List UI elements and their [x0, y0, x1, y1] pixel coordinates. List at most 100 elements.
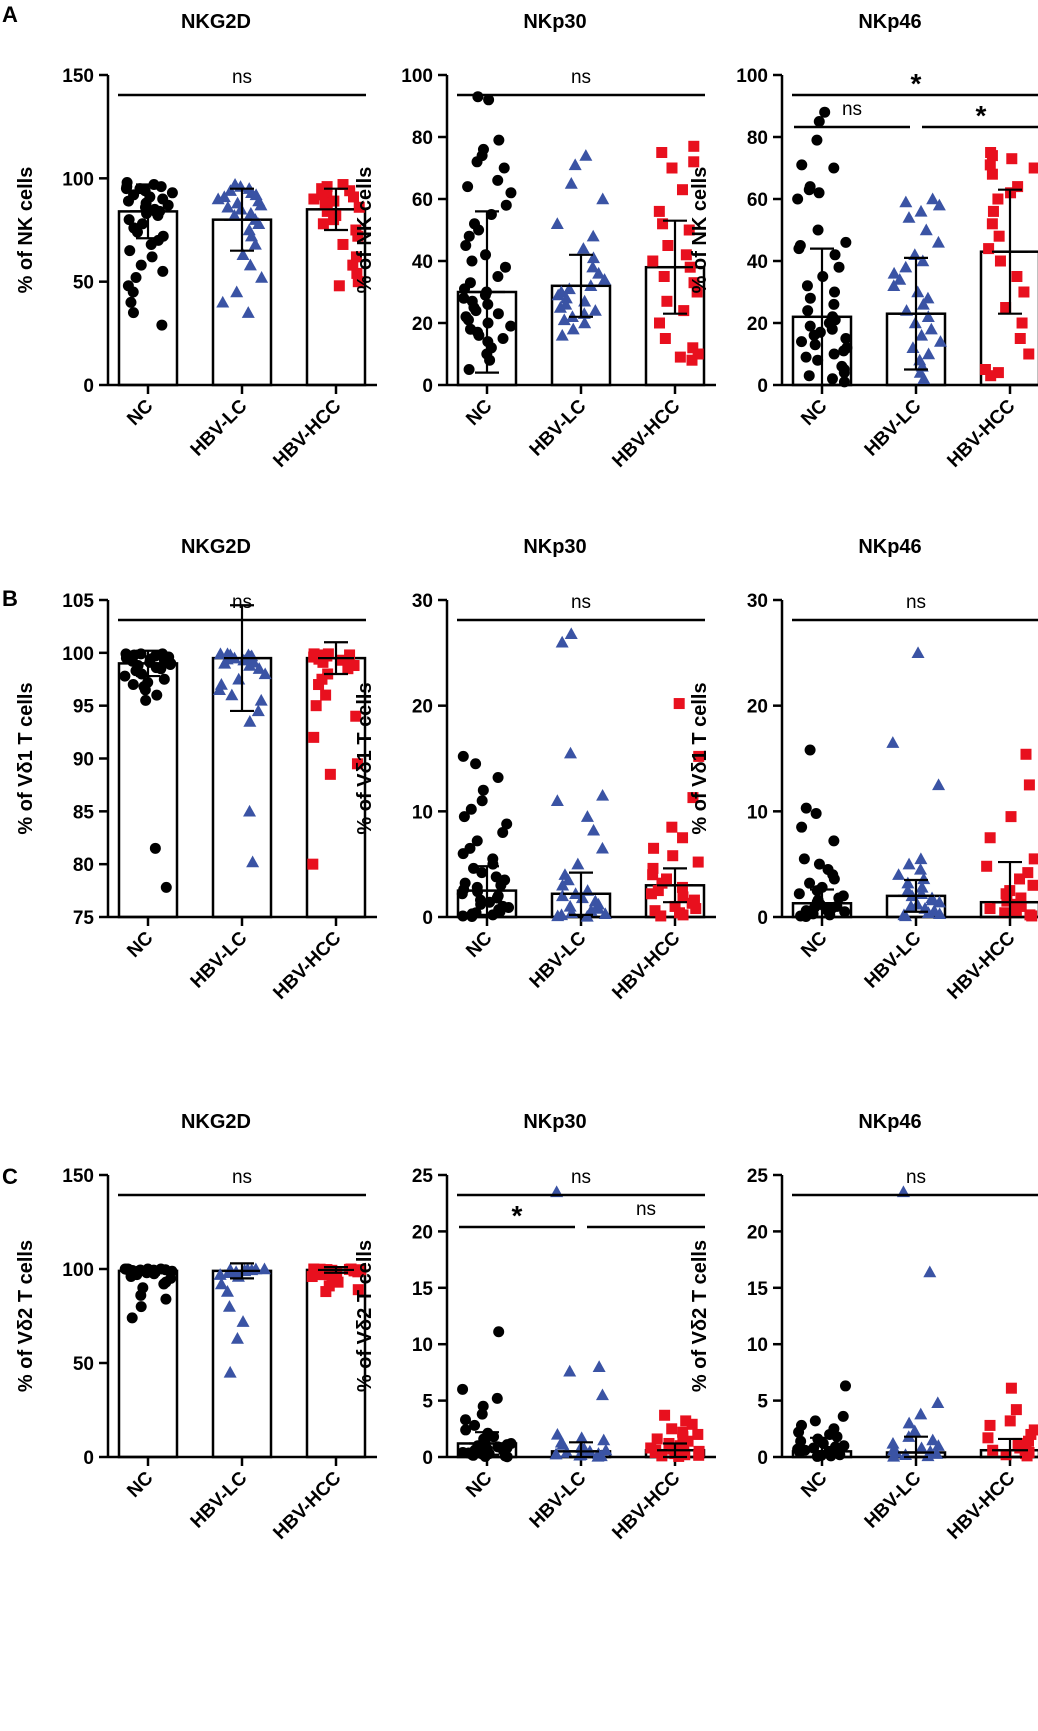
chart-title: NKG2D [181, 11, 251, 33]
data-point [596, 788, 610, 801]
data-point [152, 210, 164, 222]
data-point [833, 892, 845, 904]
x-tick-label: HBV-LC [861, 395, 926, 460]
y-tick-label: 60 [747, 190, 768, 211]
data-point [492, 772, 504, 784]
data-point [483, 94, 495, 106]
data-point [595, 841, 609, 854]
data-point [833, 261, 845, 273]
y-tick-label: 85 [73, 802, 95, 823]
data-point [828, 873, 840, 885]
data-point [899, 195, 913, 208]
data-point [310, 700, 322, 712]
data-point [555, 328, 569, 341]
data-point [151, 689, 163, 701]
data-point [550, 217, 564, 229]
data-point [924, 322, 938, 335]
data-point [796, 336, 808, 348]
data-point [656, 1450, 668, 1462]
data-point [258, 667, 272, 680]
data-point [986, 150, 998, 162]
data-point [308, 1263, 320, 1275]
data-point [125, 1271, 137, 1283]
y-axis-label: % of Vδ2 T cells [689, 1240, 711, 1392]
y-axis-label: % of Vδ1 T cells [15, 682, 37, 834]
data-point [475, 898, 487, 910]
data-point [575, 1431, 589, 1444]
data-point [800, 802, 812, 814]
y-tick-label: 90 [73, 750, 94, 771]
y-tick-label: 20 [412, 1222, 433, 1243]
data-point [1004, 1415, 1016, 1427]
data-point [813, 858, 825, 870]
data-point [828, 348, 840, 360]
data-point [994, 255, 1006, 267]
significance-label: ns [906, 592, 926, 613]
data-point [350, 710, 362, 722]
data-point [473, 329, 485, 341]
data-point [501, 818, 513, 830]
data-point [793, 1426, 805, 1438]
y-axis-label: % of NK cells [689, 167, 711, 294]
data-point [557, 313, 571, 326]
data-point [992, 193, 1004, 205]
data-point [466, 255, 478, 267]
data-point [457, 848, 469, 860]
data-point [811, 134, 823, 146]
data-point [829, 249, 841, 261]
y-axis-label: % of Vδ2 T cells [354, 1240, 376, 1392]
y-tick-label: 60 [412, 190, 433, 211]
data-point [251, 704, 265, 717]
data-point [840, 333, 852, 344]
data-point [809, 1415, 821, 1427]
data-point [347, 259, 359, 271]
data-point [914, 1407, 928, 1420]
data-point [236, 248, 250, 260]
data-point [1010, 1404, 1022, 1416]
data-point [495, 879, 507, 891]
y-tick-label: 20 [747, 314, 768, 335]
data-point [1015, 892, 1027, 904]
x-tick-label: HBV-HCC [269, 927, 345, 1003]
data-point [653, 205, 665, 217]
data-point [691, 286, 703, 298]
data-point [985, 370, 997, 382]
data-point [677, 832, 689, 844]
data-point [120, 183, 132, 195]
data-point [692, 348, 704, 360]
data-point [158, 673, 170, 685]
data-point [921, 310, 935, 322]
significance-label: ns [571, 67, 591, 88]
data-point [915, 1441, 929, 1454]
data-point [592, 266, 606, 279]
data-point [1028, 853, 1038, 865]
data-point [933, 335, 947, 347]
data-point [559, 291, 573, 304]
data-point [914, 204, 928, 217]
significance-label: ns [571, 592, 591, 613]
data-point [676, 184, 688, 196]
y-tick-label: 100 [401, 66, 433, 87]
data-point [458, 811, 470, 823]
data-point [914, 862, 928, 875]
data-point [803, 184, 815, 196]
x-tick-label: NC [797, 395, 831, 429]
data-point [458, 292, 470, 304]
data-point [352, 1284, 364, 1296]
data-point [563, 899, 577, 912]
data-point [491, 1392, 503, 1404]
data-point [1009, 898, 1021, 910]
data-point [686, 354, 698, 366]
data-point [562, 282, 576, 295]
y-tick-label: 95 [73, 697, 95, 718]
data-point [246, 855, 260, 868]
x-tick-label: HBV-HCC [269, 1467, 345, 1543]
data-point [898, 909, 912, 922]
data-point [667, 850, 679, 862]
data-point [804, 320, 816, 332]
x-tick-label: NC [123, 1467, 157, 1501]
data-point [212, 683, 226, 696]
x-tick-label: HBV-HCC [608, 1467, 684, 1543]
data-point [462, 314, 474, 326]
data-point [549, 1447, 563, 1460]
